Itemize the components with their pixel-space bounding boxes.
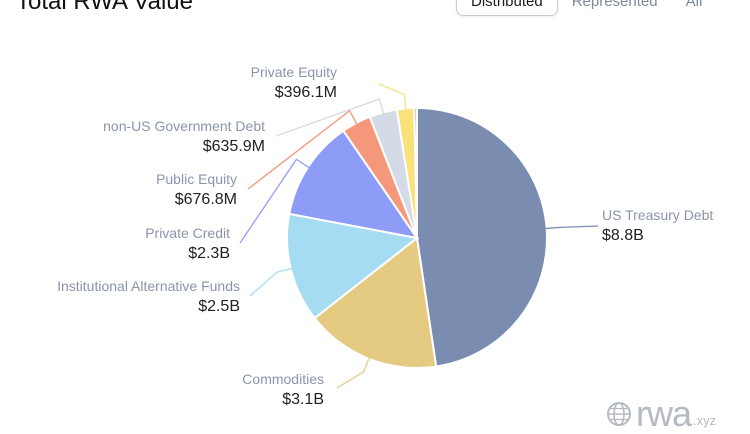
slice-value-public-equity: $676.8M — [175, 191, 237, 208]
slice-label-non-us-government-debt: non-US Government Debt — [103, 118, 265, 134]
slice-label-private-equity: Private Equity — [251, 64, 337, 80]
slice-value-us-treasury-debt: $8.8B — [602, 227, 644, 244]
slice-label-private-credit: Private Credit — [145, 225, 230, 241]
leader-line-commodities — [336, 354, 371, 389]
leader-line-private-equity — [378, 83, 407, 113]
slice-value-institutional-alternative-funds: $2.5B — [198, 298, 240, 315]
leader-line-us-treasury-debt — [542, 225, 599, 230]
page-title: Total RWA Value — [16, 0, 193, 15]
leader-line-private-credit — [239, 158, 312, 244]
rwa-logo: rwa .xyz — [606, 393, 717, 434]
slice-label-institutional-alternative-funds: Institutional Alternative Funds — [57, 278, 240, 294]
slice-value-non-us-government-debt: $635.9M — [203, 138, 265, 155]
slice-label-us-treasury-debt: US Treasury Debt — [602, 207, 713, 223]
slice-label-commodities: Commodities — [242, 371, 324, 387]
globe-icon — [607, 402, 631, 426]
slice-value-commodities: $3.1B — [282, 391, 324, 408]
view-toggle: Distributed Represented All — [456, 0, 716, 16]
logo-tld: .xyz — [693, 413, 717, 428]
toggle-represented[interactable]: Represented — [571, 0, 658, 10]
slice-value-private-credit: $2.3B — [188, 245, 230, 262]
logo-word: rwa — [636, 393, 692, 434]
leader-line-non-us-government-debt — [275, 98, 385, 137]
slice-value-private-equity: $396.1M — [275, 84, 337, 101]
toggle-distributed[interactable]: Distributed — [456, 0, 558, 16]
leader-line-public-equity — [247, 109, 359, 190]
slice-label-public-equity: Public Equity — [156, 171, 237, 187]
pie-slice-us-treasury-debt[interactable] — [416, 106, 548, 368]
toggle-all[interactable]: All — [685, 0, 703, 10]
leader-line-institutional-alternative-funds — [249, 267, 295, 297]
pie-slice-other[interactable] — [413, 106, 418, 239]
